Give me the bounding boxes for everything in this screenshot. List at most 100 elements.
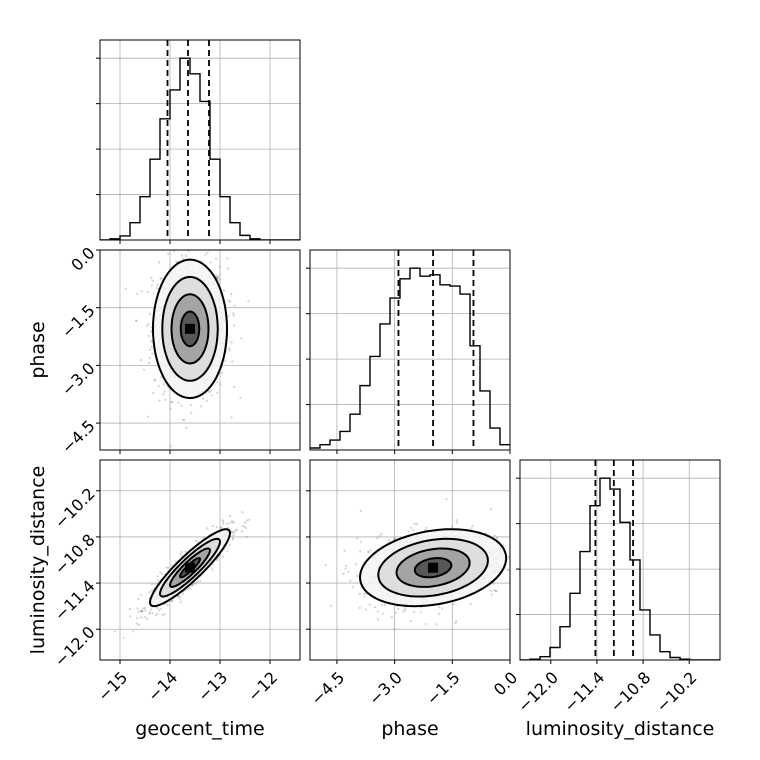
sample-point [247,300,250,303]
sample-point [228,543,231,547]
sample-point [412,529,415,532]
sample-point [223,289,226,292]
sample-point [404,609,407,612]
sample-point [535,561,537,563]
sample-point [239,396,242,399]
sample-point [359,550,362,553]
sample-point [553,569,555,571]
sample-point [146,324,149,327]
density-peak [185,562,195,573]
sample-point [246,519,249,522]
sample-point [526,565,528,567]
sample-point [140,290,143,293]
sample-point [489,589,492,593]
sample-point [219,526,222,529]
sample-point [137,597,140,601]
sample-point [512,565,514,567]
sample-point [356,574,359,578]
sample-point [150,346,153,349]
sample-point [148,357,151,360]
sample-point [219,383,222,386]
sample-point [184,550,187,553]
sample-point [177,401,180,404]
y-tick-label-luminosity_distance: −11.4 [51,576,99,624]
sample-point [214,257,218,260]
sample-point [181,592,184,596]
contour-line-2 [158,537,222,598]
sample-point [367,550,370,553]
sample-point [507,568,510,571]
panel-frame [99,459,301,661]
sample-point [158,399,161,402]
sample-point [200,245,202,247]
sample-point [241,524,244,527]
sample-point [216,275,219,279]
sample-point [222,555,225,558]
sample-point [215,558,219,562]
sample-point [364,608,367,611]
sample-point [221,519,224,522]
sample-point [232,314,235,317]
contour-line-1 [170,293,210,365]
sample-point [495,536,499,540]
sample-point [349,579,352,582]
x-tick-label-phase: 0.0 [490,668,521,699]
sample-point [151,352,154,355]
sample-point [232,534,235,537]
density-panel-phase-luminosity_distance [310,460,555,660]
sample-point [227,299,230,302]
x-tick-label-luminosity_distance: −11.4 [560,668,608,716]
sample-point [513,552,515,554]
sample-point [231,360,234,363]
sample-point [216,381,219,384]
sample-point [528,555,530,557]
sample-point [450,525,454,529]
sample-point [181,418,184,421]
sample-point [470,527,473,530]
sample-point [222,520,225,523]
sample-point [166,604,169,607]
sample-point [228,347,231,350]
sample-point [413,522,416,526]
sample-point [342,572,345,575]
sample-point [180,254,183,257]
sample-point [493,534,496,537]
contour-line-1 [395,547,471,588]
sample-point [231,531,234,534]
sample-point [155,287,158,290]
y-tick-label-luminosity_distance: −12.0 [51,623,99,671]
sample-point [140,616,143,619]
sample-point [169,445,173,448]
sample-point [148,590,151,594]
contour-line-2 [161,275,219,382]
sample-point [180,550,183,554]
sample-point [147,362,151,365]
histogram-step-luminosity_distance [520,477,720,660]
sample-point [190,411,193,414]
panel-frame [99,249,301,451]
sample-point [440,607,444,610]
sample-point [233,531,236,534]
sample-point [124,287,127,290]
sample-point [146,618,149,621]
x-axis-label-luminosity_distance: luminosity_distance [526,718,715,740]
y-axis-label-phase: phase [27,321,49,378]
sample-point [147,415,150,418]
contour-line-0 [179,310,201,348]
sample-point [233,324,236,327]
sample-point [404,607,407,610]
sample-point [159,571,162,574]
sample-point [235,528,238,532]
sample-point [506,568,509,571]
sample-point [146,290,149,293]
sample-point [188,586,191,589]
sample-point [393,537,396,541]
contour-line-3 [148,528,232,608]
sample-point [231,520,234,523]
sample-point [216,276,219,279]
sample-point [163,390,166,393]
sample-point [156,606,159,610]
density-panel-geocent_time-luminosity_distance [100,460,300,660]
sample-point [161,613,164,617]
sample-point [374,606,377,609]
